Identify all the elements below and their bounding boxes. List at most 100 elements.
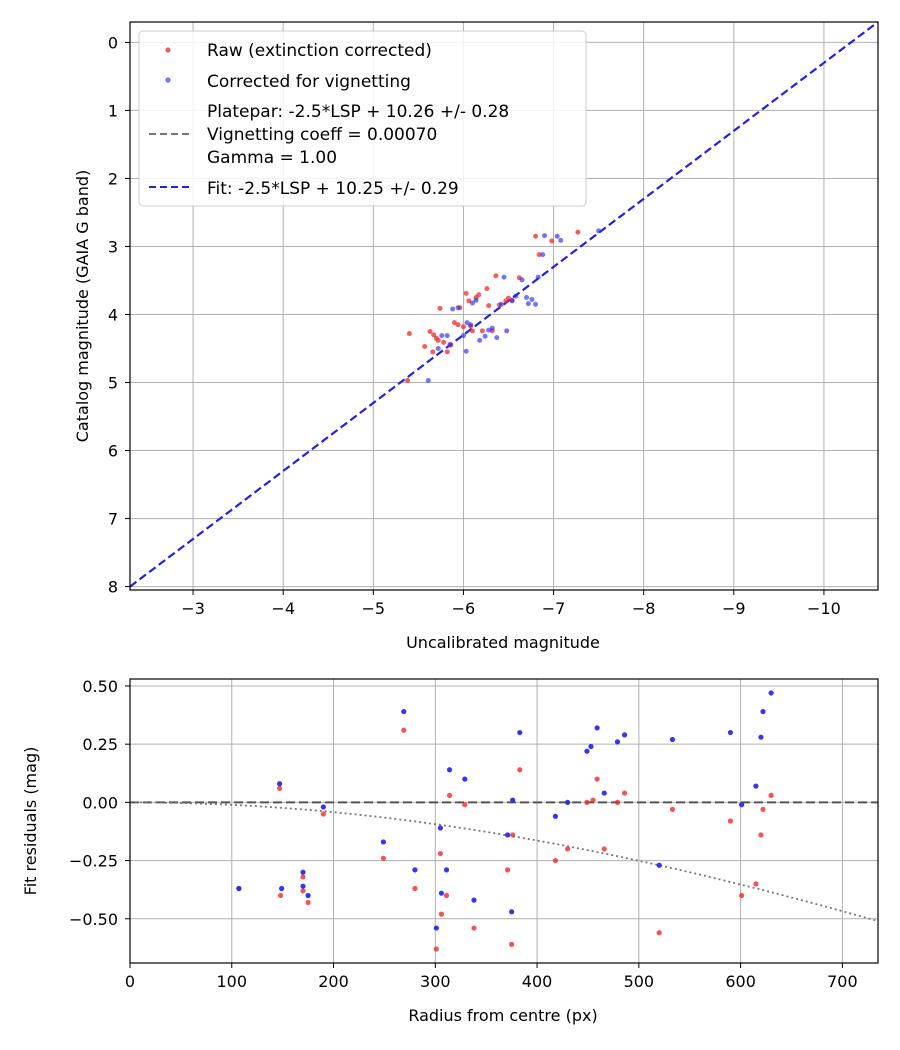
top-corrected-point [525, 301, 531, 307]
bottom-corrected-point [565, 799, 571, 805]
bottom-raw-point [278, 892, 284, 899]
legend-gamma-label: Gamma = 1.00 [207, 148, 337, 168]
bottom-y-axis-label: Fit residuals (mag) [21, 747, 40, 896]
top-corrected-point [489, 325, 495, 331]
bottom-corrected-point [768, 690, 774, 696]
top-corrected-point [519, 277, 525, 283]
top-corrected-point [439, 333, 445, 339]
bottom-x-tick-label: 0 [125, 972, 135, 991]
bottom-y-tick-label: 0.25 [82, 735, 118, 754]
bottom-corrected-point [614, 739, 621, 745]
top-corrected-point [447, 341, 453, 347]
bottom-raw-point [401, 727, 407, 733]
bottom-reference-lines [130, 801, 879, 922]
top-x-axis-label: Uncalibrated magnitude [406, 633, 600, 652]
bottom-corrected-point [758, 734, 764, 740]
bottom-corrected-point [584, 748, 590, 754]
bottom-raw-point [437, 850, 443, 857]
bottom-raw-point [727, 818, 734, 824]
top-corrected-point [477, 337, 483, 343]
top-corrected-point [482, 333, 488, 339]
top-raw-point [536, 252, 542, 258]
top-raw-point [406, 331, 412, 337]
top-raw-point [476, 292, 482, 298]
top-raw-point [431, 332, 437, 338]
bottom-raw-point [438, 911, 445, 917]
bottom-raw-point [462, 802, 468, 808]
bottom-corrected-point [446, 767, 453, 773]
bottom-raw-point [760, 806, 766, 812]
top-corrected-point [558, 237, 564, 243]
bottom-x-tick-label: 400 [522, 972, 553, 991]
top-y-tick-label: 6 [108, 442, 118, 461]
top-corrected-point [425, 377, 431, 383]
top-corrected-point [596, 228, 602, 234]
top-x-ticks: −3 −4 −5 −6 −7 −8 −9 −10 [181, 590, 841, 618]
top-corrected-point [509, 298, 515, 304]
top-raw-point [430, 349, 436, 355]
bottom-x-axis-label: Radius from centre (px) [408, 1006, 597, 1025]
top-x-tick-label: −4 [271, 599, 295, 618]
top-corrected-point [504, 328, 510, 334]
bottom-corrected-point [656, 862, 662, 868]
bottom-x-tick-label: 700 [827, 972, 858, 991]
bottom-raw-point [758, 832, 764, 838]
bottom-raw-point [277, 785, 283, 792]
bottom-raw-point [614, 799, 621, 805]
bottom-corrected-point [279, 885, 285, 892]
bottom-raw-point [552, 857, 558, 864]
top-raw-point [549, 238, 555, 244]
legend-raw-label: Raw (extinction corrected) [207, 41, 432, 61]
bottom-corrected-point [588, 743, 594, 750]
top-fit-line [129, 21, 879, 588]
bottom-x-ticks: 0 100 200 300 400 500 600 700 [125, 963, 858, 991]
bottom-points [236, 690, 774, 952]
top-x-tick-label: −7 [542, 599, 566, 618]
bottom-corrected-point [552, 813, 558, 819]
top-y-ticks: 0 1 2 3 4 5 6 7 8 [108, 33, 130, 597]
top-raw-point [463, 290, 469, 296]
bottom-chart: 0 100 200 300 400 500 600 700 −0.50 −0.25 0.00 0.2… [21, 677, 879, 1025]
legend-box [138, 30, 587, 207]
bottom-corrected-point [510, 797, 516, 803]
top-corrected-point [444, 333, 450, 339]
bottom-corrected-point [236, 885, 242, 892]
top-raw-point [469, 328, 475, 334]
top-y-tick-label: 5 [108, 374, 118, 393]
bottom-raw-point [621, 790, 628, 796]
bottom-corrected-point [739, 802, 745, 808]
bottom-corrected-point [594, 725, 600, 731]
top-y-axis-label: Catalog magnitude (GAIA G band) [73, 170, 92, 442]
bottom-corrected-point [320, 804, 326, 810]
bottom-raw-point [504, 867, 511, 873]
bottom-corrected-point [277, 781, 283, 787]
legend-platepar-label: Platepar: -2.5*LSP + 10.26 +/- 0.28 [207, 102, 509, 122]
top-corrected-point [554, 233, 560, 239]
top-y-tick-label: 3 [108, 237, 118, 256]
bottom-y-tick-label: 0.00 [82, 793, 118, 812]
top-corrected-point [455, 305, 461, 311]
top-raw-point [460, 324, 466, 330]
top-corrected-point [540, 252, 546, 258]
bottom-x-tick-label: 300 [420, 972, 451, 991]
bottom-raw-point [509, 941, 515, 947]
bottom-raw-point [305, 899, 311, 906]
bottom-y-ticks: −0.50 −0.25 0.00 0.25 0.50 [69, 677, 130, 929]
bottom-corrected-point [471, 897, 477, 903]
bottom-corrected-point [517, 729, 523, 736]
bottom-raw-point [753, 881, 759, 887]
bottom-corrected-point [437, 825, 443, 831]
bottom-corrected-point [438, 890, 445, 896]
top-x-tick-label: −10 [807, 599, 841, 618]
bottom-raw-point [412, 885, 418, 892]
bottom-raw-point [565, 846, 571, 852]
top-y-tick-label: 4 [108, 306, 118, 325]
top-raw-point [444, 349, 450, 355]
bottom-corrected-point [509, 909, 515, 915]
top-raw-point [486, 303, 492, 309]
top-raw-point [484, 286, 490, 292]
bottom-corrected-point [760, 708, 766, 715]
top-raw-point [435, 337, 441, 343]
top-corrected-point [494, 335, 500, 341]
top-raw-point [493, 273, 499, 279]
